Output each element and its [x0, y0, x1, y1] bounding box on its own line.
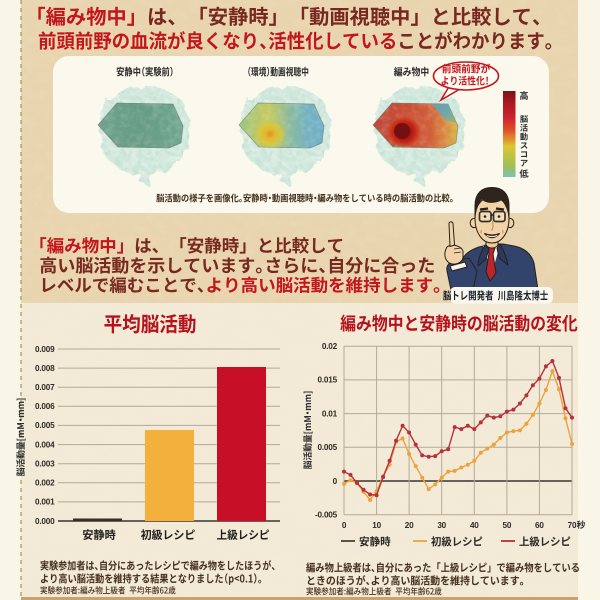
- svg-text:0.003: 0.003: [35, 460, 55, 469]
- svg-text:50: 50: [503, 521, 512, 530]
- svg-text:0.01: 0.01: [322, 409, 338, 418]
- svg-text:0.006: 0.006: [35, 402, 55, 411]
- svg-text:70: 70: [568, 521, 577, 530]
- svg-text:0: 0: [342, 521, 347, 530]
- svg-text:20: 20: [405, 521, 414, 530]
- svg-text:10: 10: [372, 521, 381, 530]
- svg-text:0.007: 0.007: [35, 383, 55, 392]
- svg-text:0.005: 0.005: [318, 443, 338, 452]
- svg-text:0.015: 0.015: [318, 376, 338, 385]
- svg-text:0.02: 0.02: [322, 342, 338, 351]
- svg-text:-0.005: -0.005: [315, 511, 338, 520]
- svg-text:60: 60: [535, 521, 544, 530]
- svg-text:0.004: 0.004: [35, 440, 55, 449]
- svg-text:0.005: 0.005: [35, 421, 55, 430]
- svg-text:0.008: 0.008: [35, 364, 55, 373]
- svg-text:40: 40: [470, 521, 479, 530]
- svg-text:0.009: 0.009: [35, 345, 55, 354]
- svg-text:0.000: 0.000: [35, 517, 55, 526]
- svg-text:0.001: 0.001: [35, 498, 55, 507]
- svg-text:0.002: 0.002: [35, 479, 55, 488]
- svg-text:30: 30: [437, 521, 446, 530]
- svg-text:0: 0: [333, 477, 338, 486]
